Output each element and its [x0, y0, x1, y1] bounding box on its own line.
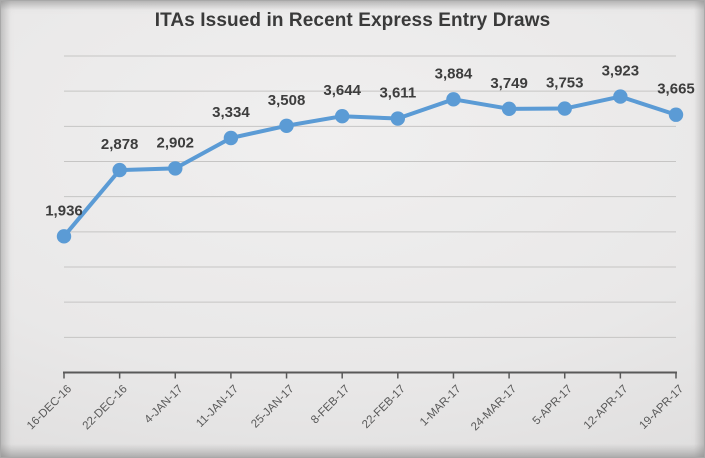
- data-label: 3,749: [490, 75, 528, 92]
- data-label: 3,923: [602, 63, 640, 80]
- data-label: 3,665: [657, 81, 695, 98]
- data-point-marker: [168, 161, 183, 176]
- data-point-marker: [446, 92, 461, 107]
- x-axis-label: 22-FEB-17: [360, 383, 408, 431]
- x-axis-label: 24-MAR-17: [469, 383, 519, 433]
- data-point-marker: [501, 101, 517, 117]
- data-point-marker: [223, 130, 239, 146]
- x-axis-label: 4-JAN-17: [143, 383, 186, 426]
- data-point-marker: [613, 89, 628, 104]
- data-label: 3,753: [546, 75, 584, 92]
- chart-title: ITAs Issued in Recent Express Entry Draw…: [154, 10, 551, 31]
- data-point-marker: [390, 111, 406, 126]
- x-axis-label: 22-DEC-16: [81, 383, 130, 432]
- data-point-marker: [557, 101, 572, 116]
- data-label: 3,644: [323, 82, 361, 99]
- x-axis-label: 5-APR-17: [531, 383, 575, 427]
- series-line: [62, 94, 678, 239]
- data-point-marker: [279, 118, 294, 133]
- data-label: 2,878: [101, 136, 139, 153]
- data-label: 1,936: [45, 202, 83, 219]
- x-axis-label: 12-APR-17: [582, 383, 631, 432]
- data-point-marker: [668, 107, 684, 122]
- data-point-marker: [334, 109, 350, 124]
- data-point-marker: [56, 229, 72, 244]
- x-axis-label: 8-FEB-17: [309, 383, 352, 426]
- x-axis-label: 16-DEC-16: [25, 383, 74, 432]
- x-axis-label: 11-JAN-17: [194, 383, 241, 430]
- x-axis-label: 19-APR-17: [637, 383, 686, 432]
- data-label: 3,508: [268, 92, 306, 109]
- data-point-marker: [112, 162, 127, 178]
- x-axis-label: 25-JAN-17: [249, 383, 296, 430]
- data-label: 3,884: [435, 65, 473, 82]
- x-axis-label: 1-MAR-17: [418, 383, 464, 429]
- data-label: 2,902: [156, 134, 194, 151]
- data-label: 3,611: [379, 85, 416, 102]
- data-label: 3,334: [212, 104, 250, 121]
